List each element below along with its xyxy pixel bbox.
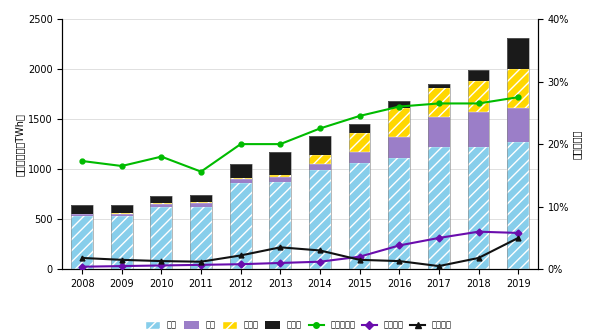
Bar [269, 182, 291, 269]
Bar [467, 147, 490, 269]
Bar [507, 142, 529, 269]
Bar [309, 155, 331, 164]
Bar [230, 164, 251, 178]
Bar [428, 117, 450, 147]
Bar [150, 204, 173, 207]
Bar [111, 214, 133, 216]
Bar [269, 175, 291, 177]
Bar [190, 195, 212, 269]
Bar [111, 205, 133, 213]
Bar [150, 207, 173, 269]
Legend: 水力, 風力, 太陽光, 原子力, 再エネ比率, 風力比率, 原発比率: 水力, 風力, 太陽光, 原子力, 再エネ比率, 風力比率, 原発比率 [142, 318, 455, 333]
Bar [71, 205, 93, 214]
Bar [230, 179, 251, 183]
Y-axis label: 年間発電量［TWh］: 年間発電量［TWh］ [15, 113, 25, 176]
Bar [467, 70, 490, 81]
Bar [507, 69, 529, 108]
Bar [190, 203, 212, 207]
Bar [190, 195, 212, 202]
Bar [111, 216, 133, 269]
Bar [349, 152, 371, 163]
Bar [230, 178, 251, 179]
Bar [190, 207, 212, 269]
Bar [349, 163, 371, 269]
Bar [309, 164, 331, 170]
Bar [269, 152, 291, 269]
Bar [309, 136, 331, 155]
Bar [428, 84, 450, 269]
Bar [388, 108, 410, 137]
Bar [467, 70, 490, 269]
Bar [349, 133, 371, 152]
Bar [190, 202, 212, 203]
Bar [507, 38, 529, 69]
Bar [269, 177, 291, 182]
Bar [111, 205, 133, 269]
Bar [71, 205, 93, 269]
Bar [388, 137, 410, 158]
Bar [467, 112, 490, 147]
Bar [71, 216, 93, 269]
Bar [428, 147, 450, 269]
Bar [309, 170, 331, 269]
Bar [428, 84, 450, 88]
Bar [349, 124, 371, 269]
Bar [388, 158, 410, 269]
Bar [507, 38, 529, 269]
Bar [230, 164, 251, 269]
Bar [150, 196, 173, 203]
Bar [71, 214, 93, 216]
Bar [388, 101, 410, 269]
Bar [150, 196, 173, 269]
Bar [428, 88, 450, 117]
Bar [467, 81, 490, 112]
Bar [269, 152, 291, 175]
Bar [230, 183, 251, 269]
Bar [309, 136, 331, 269]
Y-axis label: 発電量比率: 発電量比率 [572, 129, 582, 159]
Bar [349, 124, 371, 133]
Bar [388, 101, 410, 108]
Bar [507, 108, 529, 142]
